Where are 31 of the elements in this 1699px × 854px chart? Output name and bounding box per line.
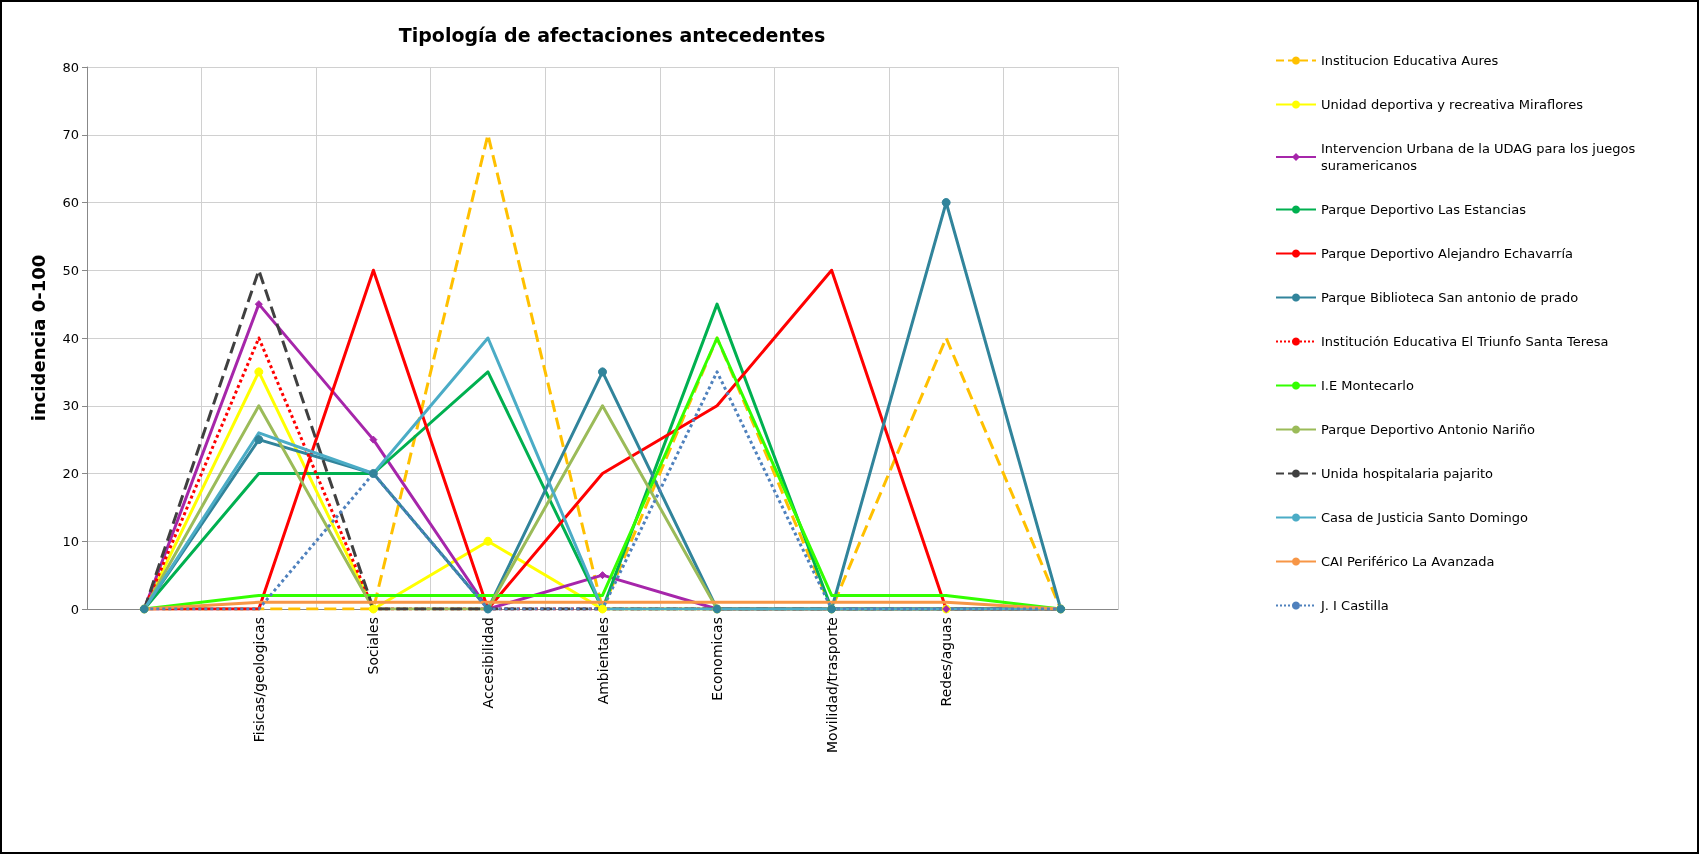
legend-label: I.E Montecarlo: [1321, 378, 1414, 393]
y-tick-label: 40: [62, 330, 79, 346]
x-tick-label: Sociales: [365, 617, 382, 675]
legend-label: Unida hospitalaria pajarito: [1321, 466, 1494, 481]
y-tick-label: 0: [70, 601, 79, 617]
legend-label: Institucion Educativa Aures: [1321, 53, 1499, 68]
y-tick-label: 20: [62, 466, 79, 481]
y-tick-label: 10: [62, 533, 79, 549]
legend-label: Institución Educativa El Triunfo Santa Teresa: [1321, 334, 1609, 349]
legend-label: Parque Deportivo Alejandro Echavarría: [1321, 246, 1573, 261]
y-tick-label: 50: [62, 262, 79, 278]
chart-title: Tipología de afectaciones antecedentes: [398, 23, 826, 46]
x-tick-label: Accesibilidad: [479, 617, 496, 709]
legend-label: Unidad deportiva y recreativa Miraflores: [1321, 97, 1584, 112]
x-tick-label: Economicas: [709, 617, 726, 701]
legend-label: Intervencion Urbana de la UDAG para los juegos suramericanos: [1321, 141, 1640, 173]
x-tick-label: Fisicas/geologicas: [250, 617, 267, 743]
legend-label: CAI Periférico La Avanzada: [1321, 554, 1495, 569]
x-tick-label: Redes/aguas: [938, 617, 955, 707]
legend-label: Parque Deportivo Antonio Nariño: [1321, 422, 1536, 437]
legend-label: Parque Deportivo Las Estancias: [1321, 202, 1527, 217]
x-tick-label: Ambientales: [594, 617, 611, 705]
x-tick-label: Movilidad/trasporte: [823, 617, 840, 754]
legend-label: Parque Biblioteca San antonio de prado: [1321, 290, 1579, 305]
legend-label: Casa de Justicia Santo Domingo: [1321, 510, 1529, 525]
y-tick-label: 60: [62, 195, 79, 210]
y-tick-label: 80: [62, 59, 79, 75]
y-tick-label: 70: [62, 127, 79, 143]
legend-label: J. I Castilla: [1320, 598, 1389, 613]
y-axis-title: incidencia 0-100: [27, 254, 49, 422]
y-tick-label: 30: [62, 398, 79, 414]
